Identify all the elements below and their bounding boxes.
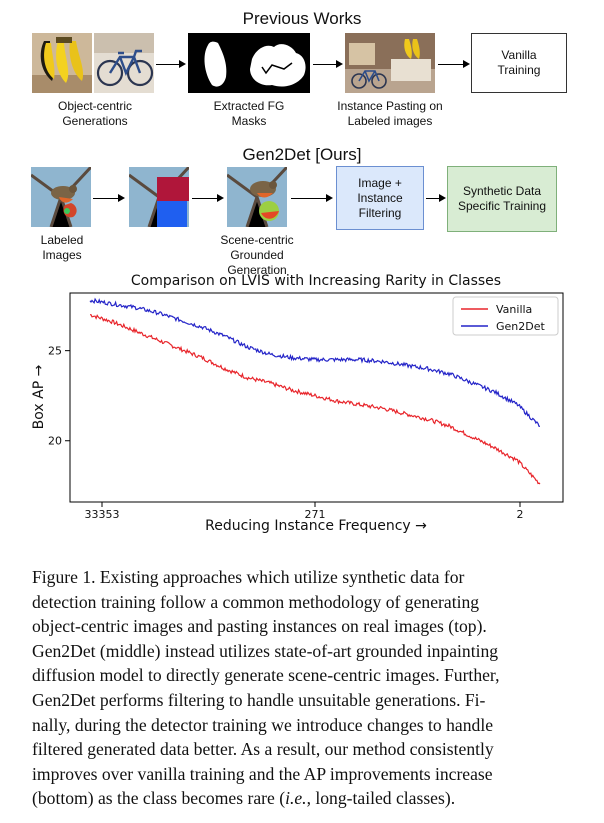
arrow-1 — [156, 60, 186, 68]
caption-line: object-centric images and pasting instan… — [32, 616, 487, 637]
series-line-vanilla — [90, 314, 541, 485]
caption-line: improves over vanilla training and the A… — [32, 763, 493, 784]
arrow-4 — [93, 194, 125, 202]
vanilla-training-box: Vanilla Training — [471, 33, 567, 93]
caption-italic: i.e. — [285, 788, 307, 809]
instance-pasting-caption: Instance Pasting on Labeled images — [337, 99, 443, 128]
y-tick-label: 25 — [48, 345, 62, 358]
arrow-7 — [426, 194, 446, 202]
caption-line: filtered generated data better. As a res… — [32, 739, 494, 760]
series-line-gen2det — [89, 297, 540, 427]
image-instance-filtering-box: Image + Instance Filtering — [336, 166, 424, 230]
object-centric-caption: Object-centric Generations — [57, 99, 133, 128]
labeled-images-caption: Labeled Images — [40, 233, 84, 262]
mask-layout-image — [129, 167, 189, 227]
caption-text: (bottom) as the class becomes rare ( — [32, 788, 286, 809]
legend-label: Vanilla — [496, 303, 532, 316]
x-tick-label: 2 — [517, 508, 524, 521]
chart-title: Comparison on LVIS with Increasing Rarit… — [131, 273, 501, 289]
arrow-3 — [438, 60, 470, 68]
caption-line: detection training follow a common metho… — [32, 591, 480, 612]
x-tick-label: 271 — [305, 508, 326, 521]
caption-line: Gen2Det performs filtering to handle uns… — [32, 689, 486, 710]
y-axis-label: Box AP → — [31, 364, 47, 429]
plot-frame — [69, 292, 564, 503]
chart-legend: Vanilla Gen2Det — [452, 296, 559, 336]
legend-label: Gen2Det — [496, 320, 545, 333]
arrow-5 — [192, 194, 224, 202]
caption-line: nally, during the detector training we i… — [32, 714, 494, 735]
arrow-6 — [291, 194, 333, 202]
labeled-bird-image — [31, 167, 91, 227]
generated-scene-image — [227, 167, 287, 227]
chart-container: Comparison on LVIS with Increasing Rarit… — [0, 268, 604, 543]
figure-caption: Figure 1. Existing approaches which util… — [32, 565, 572, 811]
fg-masks-image — [188, 33, 310, 93]
caption-line: (bottom) as the class becomes rare (i.e.… — [32, 786, 572, 811]
x-tick-label: 33353 — [85, 508, 120, 521]
previous-works-title: Previous Works — [242, 9, 362, 28]
gen2det-title: Gen2Det [Ours] — [242, 145, 362, 164]
bananas-image — [32, 33, 92, 93]
x-axis-label: Reducing Instance Frequency → — [205, 518, 427, 534]
y-tick-label: 20 — [48, 435, 62, 448]
caption-text: , long-tailed classes). — [306, 788, 456, 809]
lvis-ap-chart: Comparison on LVIS with Increasing Rarit… — [31, 273, 564, 534]
bicycle-image — [94, 33, 154, 93]
caption-line: Gen2Det (middle) instead utilizes state-… — [32, 640, 499, 661]
scene-centric-caption: Scene-centric Grounded Generation — [220, 233, 294, 277]
caption-line: Figure 1. Existing approaches which util… — [32, 567, 465, 587]
synthetic-training-box: Synthetic Data Specific Training — [447, 166, 557, 232]
arrow-2 — [313, 60, 343, 68]
caption-line: diffusion model to directly generate sce… — [32, 665, 500, 686]
fg-masks-caption: Extracted FG Masks — [213, 99, 285, 128]
instance-pasting-image — [345, 33, 435, 93]
